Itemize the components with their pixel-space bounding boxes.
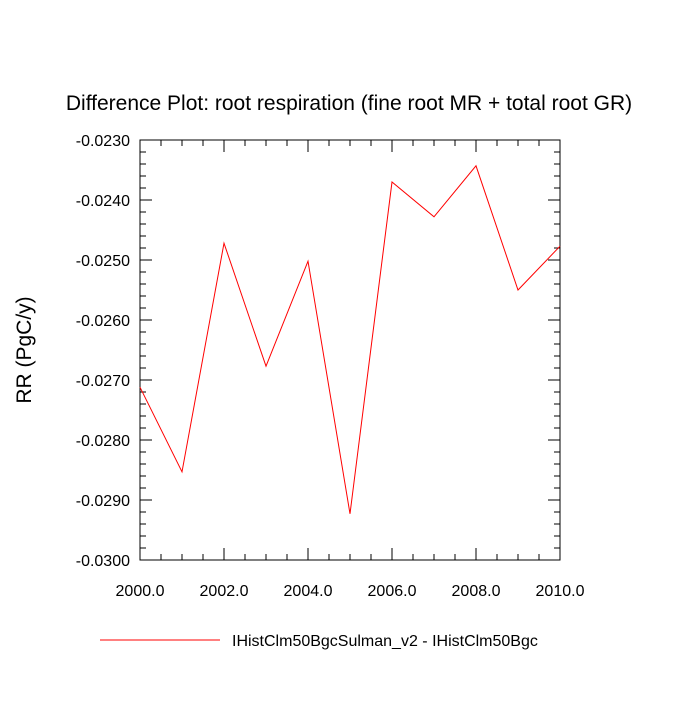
y-tick-label: -0.0240 — [76, 193, 130, 210]
x-tick-label: 2010.0 — [536, 583, 585, 600]
x-tick-label: 2000.0 — [116, 583, 165, 600]
series-line — [140, 166, 560, 514]
x-tick-label: 2008.0 — [452, 583, 501, 600]
legend: IHistClm50BgcSulman_v2 - IHistClm50Bgc — [100, 633, 538, 650]
y-tick-label: -0.0250 — [76, 253, 130, 270]
x-axis-ticks: 2000.0 2002.0 2004.0 2006.0 2008.0 2010.0 — [116, 140, 585, 600]
y-tick-label: -0.0300 — [76, 553, 130, 570]
x-tick-label: 2004.0 — [284, 583, 333, 600]
x-tick-label: 2002.0 — [200, 583, 249, 600]
y-tick-label: -0.0290 — [76, 493, 130, 510]
y-axis-label: RR (PgC/y) — [13, 296, 36, 403]
plot-frame — [140, 140, 560, 560]
legend-label: IHistClm50BgcSulman_v2 - IHistClm50Bgc — [232, 633, 538, 650]
y-tick-label: -0.0270 — [76, 373, 130, 390]
y-tick-label: -0.0260 — [76, 313, 130, 330]
y-tick-label: -0.0230 — [76, 133, 130, 150]
x-tick-label: 2006.0 — [368, 583, 417, 600]
y-tick-label: -0.0280 — [76, 433, 130, 450]
series-layer — [140, 166, 560, 514]
chart-title: Difference Plot: root respiration (fine … — [66, 92, 632, 115]
